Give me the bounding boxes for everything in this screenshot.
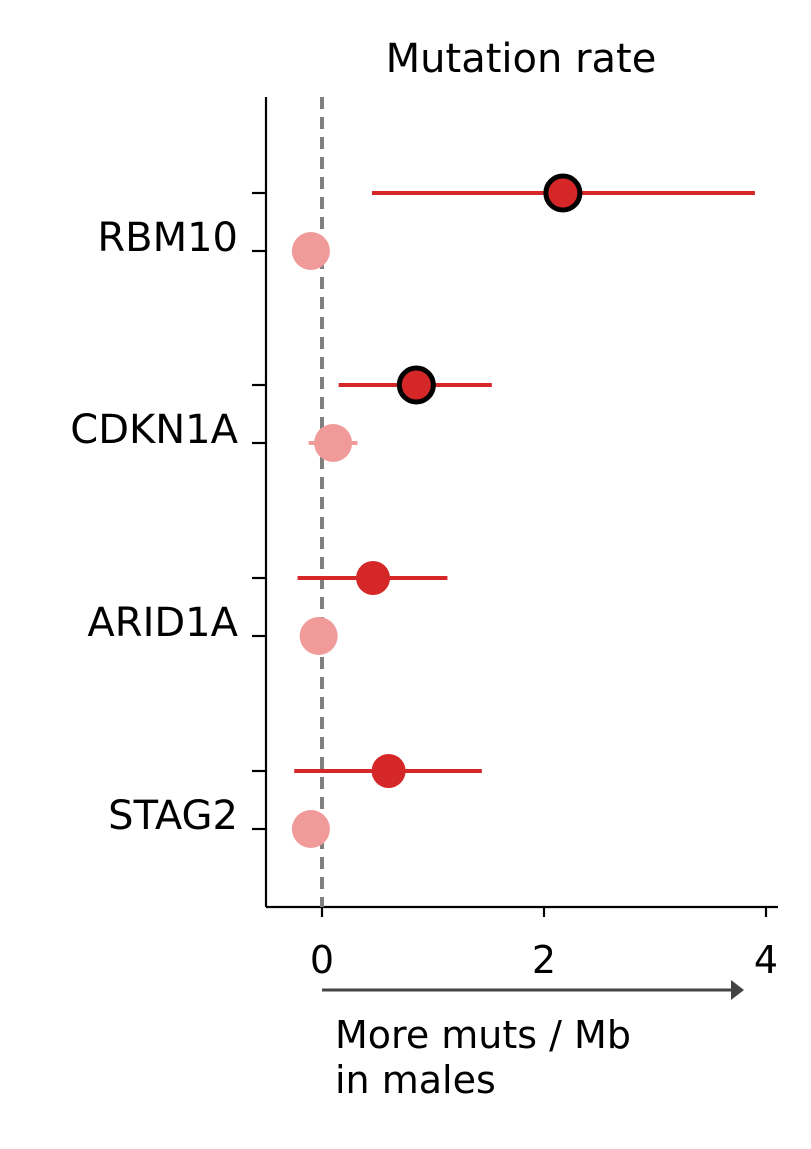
data-point [396, 365, 436, 405]
data-point [291, 810, 330, 848]
x-tick-label: 0 [310, 938, 334, 982]
x-axis-label: More muts / Mb in males [335, 1013, 643, 1102]
data-point [299, 617, 338, 655]
x-tick-label: 2 [532, 938, 556, 982]
chart-title: Mutation rate [386, 36, 657, 82]
x-axis-arrow [322, 980, 744, 1000]
plot-area: 0 2 4 RBM10 CDKN1A ARID1A STAG2 [70, 97, 778, 982]
category-label: STAG2 [108, 793, 238, 839]
data-point [291, 232, 330, 270]
category-label: CDKN1A [70, 407, 238, 453]
data-point [356, 561, 391, 595]
category-label: ARID1A [87, 600, 238, 646]
x-tick-label: 4 [754, 938, 778, 982]
data-point [371, 754, 406, 788]
category-label: RBM10 [97, 215, 238, 261]
data-point [314, 424, 353, 462]
data-point [543, 173, 583, 213]
